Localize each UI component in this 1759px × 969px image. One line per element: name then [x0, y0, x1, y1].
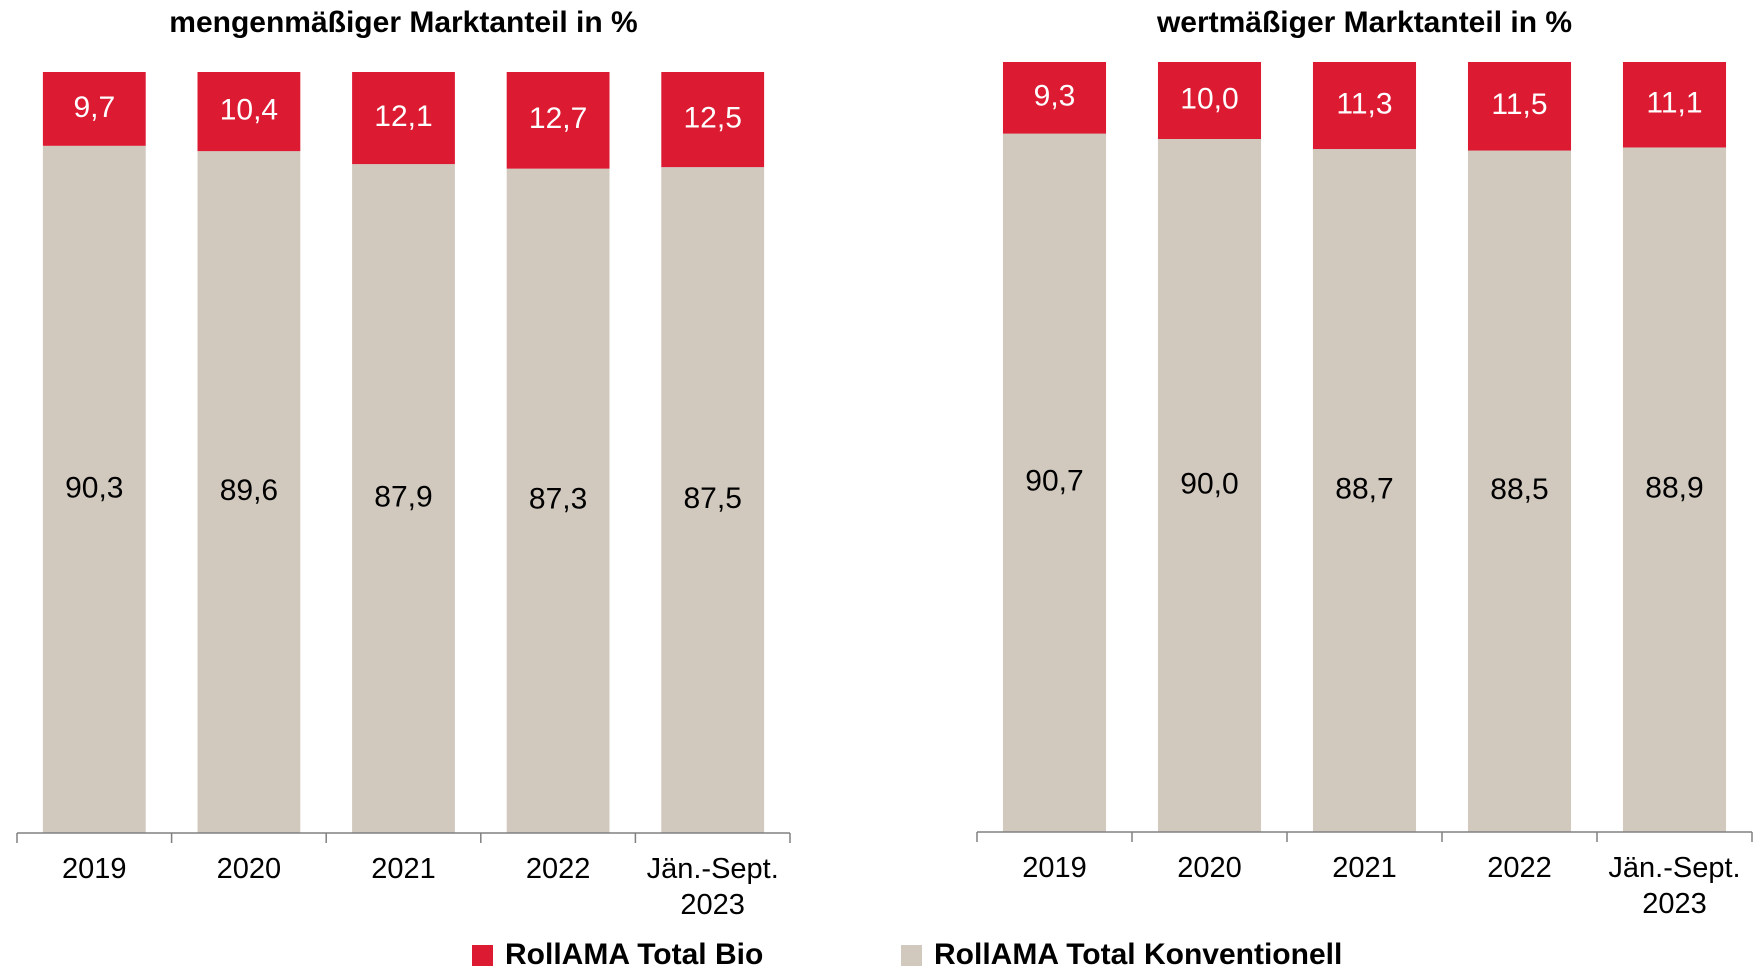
x-tick-label: 2021 [1332, 852, 1397, 884]
bar-segment [352, 72, 455, 165]
legend-swatch [472, 945, 493, 966]
data-label: 90,0 [1180, 467, 1238, 500]
x-tick-label: 2019 [62, 853, 127, 885]
data-label: 88,5 [1490, 473, 1548, 506]
bar-segment [1002, 133, 1107, 833]
data-label: 88,7 [1335, 472, 1393, 505]
chart-title: mengenmäßiger Marktanteil in % [169, 6, 637, 39]
bar-segment [506, 168, 610, 834]
bar-segment [1622, 147, 1727, 833]
data-label: 12,5 [684, 101, 742, 134]
data-label: 12,7 [529, 102, 587, 135]
legend-swatch [901, 945, 922, 966]
data-label: 11,5 [1491, 88, 1547, 121]
data-label: 90,7 [1025, 465, 1083, 498]
data-label: 11,1 [1646, 87, 1702, 120]
data-label: 90,3 [65, 471, 123, 504]
legend-label: RollAMA Total Bio [505, 938, 763, 969]
legend-label: RollAMA Total Konventionell [934, 938, 1342, 969]
chart-title: wertmäßiger Marktanteil in % [1156, 6, 1572, 39]
bar-segment [1312, 62, 1417, 150]
data-label: 87,5 [684, 482, 742, 515]
bar-segment [352, 164, 455, 833]
x-tick-label: 2021 [371, 853, 436, 885]
bar-segment [1002, 62, 1107, 134]
x-tick-label: 2020 [1177, 852, 1242, 884]
data-label: 9,3 [1034, 80, 1076, 113]
bar-segment [1312, 149, 1417, 832]
data-label: 11,3 [1336, 87, 1392, 120]
data-label: 87,9 [374, 480, 432, 513]
data-label: 9,7 [73, 91, 115, 124]
data-label: 10,0 [1180, 82, 1238, 115]
bar-segment [197, 151, 301, 834]
x-tick-label: 2022 [1487, 852, 1552, 884]
data-label: 89,6 [220, 474, 278, 507]
bar-segment [661, 72, 765, 168]
bar-segment [1467, 62, 1572, 151]
bar-segment [42, 145, 146, 833]
x-tick-label: Jän.-Sept. 2023 [1608, 852, 1741, 920]
data-label: 10,4 [220, 93, 278, 126]
bar-segment [1467, 150, 1572, 833]
bar-segment [661, 167, 765, 833]
bar-segment [1157, 139, 1262, 832]
bar-segment [1157, 62, 1262, 139]
bar-segment [197, 72, 301, 152]
bar-segment [506, 72, 610, 169]
bar-segment [42, 72, 146, 146]
x-tick-label: 2019 [1022, 852, 1087, 884]
bar-segment [1622, 62, 1727, 148]
data-label: 87,3 [529, 483, 587, 516]
x-tick-label: 2022 [525, 853, 591, 885]
data-label: 12,1 [374, 100, 432, 133]
x-tick-label: 2020 [216, 853, 282, 885]
x-tick-label: Jän.-Sept. 2023 [646, 853, 779, 921]
data-label: 88,9 [1645, 472, 1703, 505]
